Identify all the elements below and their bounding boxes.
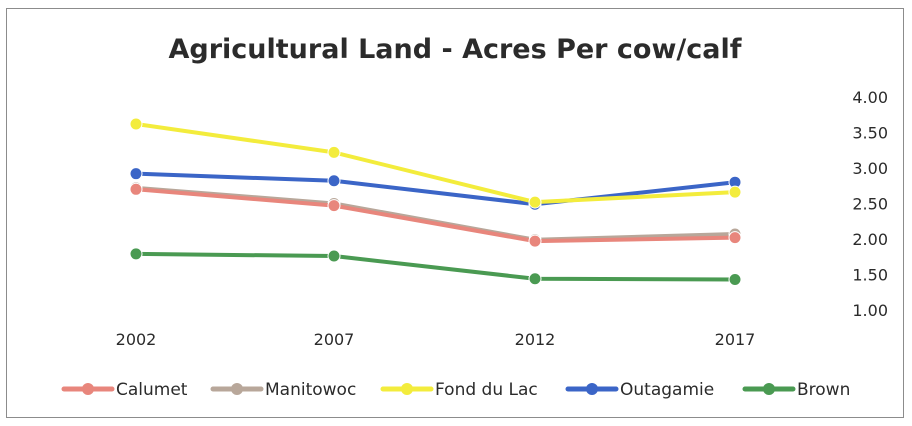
data-point-fond-du-lac (528, 195, 542, 209)
legend-marker-calumet (82, 383, 94, 395)
y-tick-label: 2.50 (852, 195, 888, 214)
y-tick-label: 4.00 (852, 88, 888, 107)
x-tick-label: 2012 (515, 330, 556, 349)
legend: Calumet Manitowoc Fond du Lac Outagamie Brow… (61, 380, 850, 400)
y-tick-label: 3.00 (852, 159, 888, 178)
plot-area (129, 117, 742, 286)
data-point-calumet (528, 234, 542, 248)
series-line-brown (134, 251, 737, 282)
y-tick-label: 1.50 (852, 266, 888, 285)
data-point-brown (327, 249, 341, 263)
series-line-calumet (134, 187, 737, 244)
data-point-brown (528, 272, 542, 286)
legend-marker-manitowoc (231, 383, 243, 395)
y-tick-label: 3.50 (852, 124, 888, 143)
legend-marker-fond-du-lac (401, 383, 413, 395)
data-point-fond-du-lac (327, 145, 341, 159)
data-point-calumet (129, 182, 143, 196)
y-tick-label: 1.00 (852, 301, 888, 320)
data-point-fond-du-lac (728, 185, 742, 199)
data-point-brown (728, 272, 742, 286)
x-tick-label: 2002 (116, 330, 157, 349)
x-tick-label: 2017 (715, 330, 756, 349)
data-point-outagamie (327, 174, 341, 188)
legend-marker-outagamie (586, 383, 598, 395)
legend-label-outagamie: Outagamie (620, 380, 714, 400)
chart-frame (6, 8, 904, 418)
data-point-outagamie (129, 167, 143, 181)
legend-label-fond-du-lac: Fond du Lac (435, 380, 538, 400)
legend-marker-brown (763, 383, 775, 395)
legend-label-brown: Brown (797, 380, 850, 400)
series-line-fond-du-lac (134, 121, 737, 205)
legend-label-manitowoc: Manitowoc (265, 380, 356, 400)
series-line-outagamie (134, 171, 737, 207)
y-tick-label: 2.00 (852, 230, 888, 249)
y-axis-ticks: 4.00 3.50 3.00 2.50 2.00 1.50 1.00 (852, 88, 888, 320)
x-axis-ticks: 2002 2007 2012 2017 (116, 330, 756, 349)
data-point-brown (129, 247, 143, 261)
data-point-calumet (327, 199, 341, 213)
data-point-fond-du-lac (129, 117, 143, 131)
data-point-calumet (728, 231, 742, 245)
x-tick-label: 2007 (314, 330, 355, 349)
legend-label-calumet: Calumet (116, 380, 188, 400)
chart-title: Agricultural Land - Acres Per cow/calf (169, 34, 742, 65)
